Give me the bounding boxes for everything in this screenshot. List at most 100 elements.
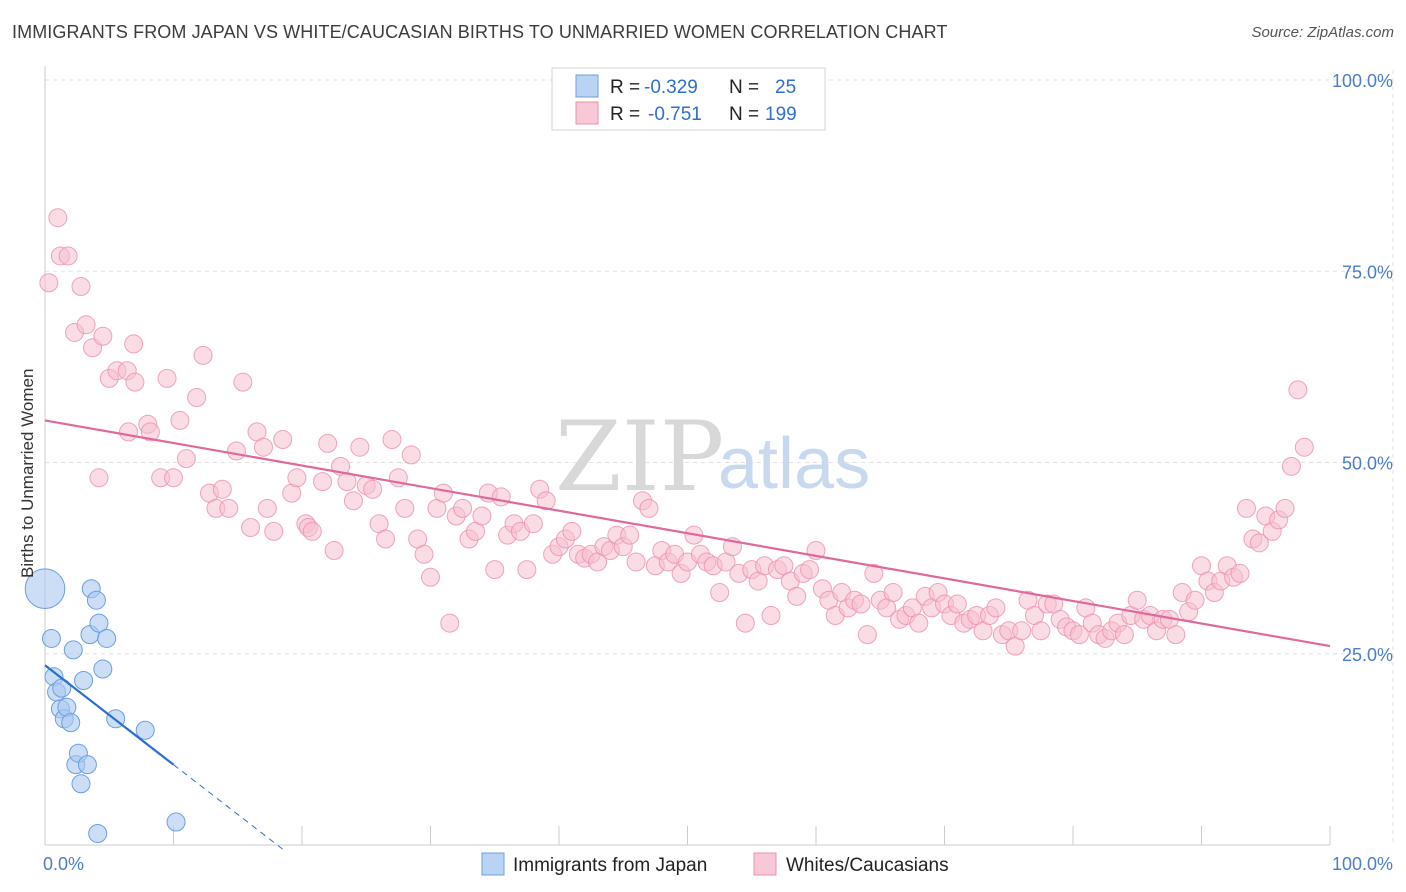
white-point-74 [517, 560, 537, 580]
white-point-126 [851, 594, 871, 614]
white-point-69 [485, 560, 505, 580]
white-point-93 [639, 498, 659, 518]
white-point-31 [241, 518, 261, 538]
white-point-127 [857, 625, 877, 645]
watermark-atlas: atlas [718, 424, 870, 504]
white-point-188 [1249, 533, 1269, 553]
white-point-178 [1185, 590, 1205, 610]
series-label-japan: Immigrants from Japan [513, 855, 707, 876]
white-point-104 [710, 583, 730, 603]
white-point-42 [313, 472, 333, 492]
white-point-141 [947, 594, 967, 614]
white-trend-line [44, 419, 1331, 648]
japan-point-0 [24, 568, 66, 610]
chart-title: IMMIGRANTS FROM JAPAN VS WHITE/CAUCASIAN… [12, 22, 948, 42]
white-point-23 [187, 387, 207, 407]
white-point-14 [125, 372, 145, 392]
legend-r-value-japan: -0.329 [644, 77, 698, 98]
x-tick-label-1: 100.0% [1332, 854, 1393, 874]
white-point-128 [864, 563, 884, 583]
white-point-147 [986, 598, 1006, 618]
white-point-1 [48, 208, 68, 228]
japan-point-18 [89, 613, 109, 633]
white-point-50 [363, 479, 383, 499]
white-point-59 [421, 567, 440, 587]
white-point-55 [395, 498, 415, 518]
white-point-36 [273, 430, 293, 450]
white-point-186 [1236, 498, 1256, 518]
white-point-33 [253, 437, 273, 457]
japan-point-8 [61, 713, 81, 733]
white-point-30 [233, 372, 253, 392]
white-point-48 [350, 437, 370, 457]
white-point-47 [343, 491, 363, 511]
white-point-56 [401, 445, 421, 465]
white-point-17 [140, 422, 160, 442]
white-point-118 [800, 560, 820, 580]
white-point-19 [157, 368, 177, 388]
x-tick-label-0: 0.0% [43, 854, 84, 874]
trend-lines [44, 419, 1331, 850]
white-point-112 [761, 606, 781, 625]
white-point-167 [1114, 625, 1134, 645]
series-swatch-white [753, 852, 777, 876]
japan-point-14 [77, 755, 97, 775]
correlation-legend: R = -0.329 N = 25 R = -0.751 N = 199 [551, 67, 826, 131]
white-point-9 [89, 468, 109, 488]
legend-r-label-white: R = [610, 104, 640, 125]
white-point-0 [39, 273, 59, 293]
white-point-81 [562, 521, 582, 541]
white-point-195 [1294, 437, 1314, 457]
white-point-193 [1281, 456, 1301, 476]
legend-n-value-white: 199 [765, 104, 797, 125]
white-point-34 [257, 498, 277, 518]
legend-n-label-japan: N = [729, 77, 759, 98]
white-point-21 [170, 410, 190, 430]
white-point-41 [302, 521, 322, 541]
japan-point-9 [63, 640, 83, 660]
white-point-185 [1230, 563, 1250, 583]
japan-point-23 [88, 824, 108, 844]
white-point-28 [219, 498, 239, 518]
y-tick-label-2: 50.0% [1342, 454, 1393, 474]
white-point-29 [226, 441, 246, 461]
white-point-6 [76, 315, 96, 335]
japan-point-12 [71, 774, 91, 794]
white-point-27 [212, 479, 232, 499]
white-point-116 [787, 586, 807, 606]
japan-point-22 [135, 720, 155, 740]
white-point-52 [376, 529, 396, 549]
y-axis-title: Births to Unmarried Women [18, 369, 37, 578]
white-point-43 [318, 433, 338, 453]
white-point-53 [382, 430, 402, 450]
white-point-61 [433, 483, 453, 503]
white-point-44 [324, 540, 344, 560]
white-point-151 [1012, 621, 1032, 641]
tick-labels: 100.0% 75.0% 50.0% 25.0% 0.0% 100.0% [43, 71, 1393, 874]
white-point-131 [883, 583, 903, 603]
white-point-169 [1127, 590, 1147, 610]
y-tick-label-1: 75.0% [1342, 262, 1393, 282]
white-point-67 [472, 506, 492, 526]
white-point-13 [124, 334, 144, 354]
white-point-75 [523, 514, 543, 534]
white-point-8 [93, 326, 113, 346]
white-caucasian-points [39, 208, 1314, 656]
japan-point-20 [97, 628, 117, 648]
white-point-91 [626, 552, 646, 572]
legend-swatch-white [575, 101, 599, 125]
white-point-70 [491, 487, 511, 507]
white-point-64 [453, 498, 473, 518]
y-tick-label-3: 25.0% [1342, 645, 1393, 665]
white-point-3 [58, 246, 78, 266]
series-swatch-japan [481, 852, 505, 876]
white-point-35 [264, 521, 284, 541]
white-point-77 [536, 491, 556, 511]
japan-point-17 [86, 590, 106, 610]
source-credit: Source: ZipAtlas.com [1251, 24, 1394, 41]
white-point-192 [1275, 498, 1295, 518]
white-point-160 [1069, 625, 1089, 645]
white-point-15 [119, 422, 139, 442]
japan-point-1 [41, 628, 61, 648]
